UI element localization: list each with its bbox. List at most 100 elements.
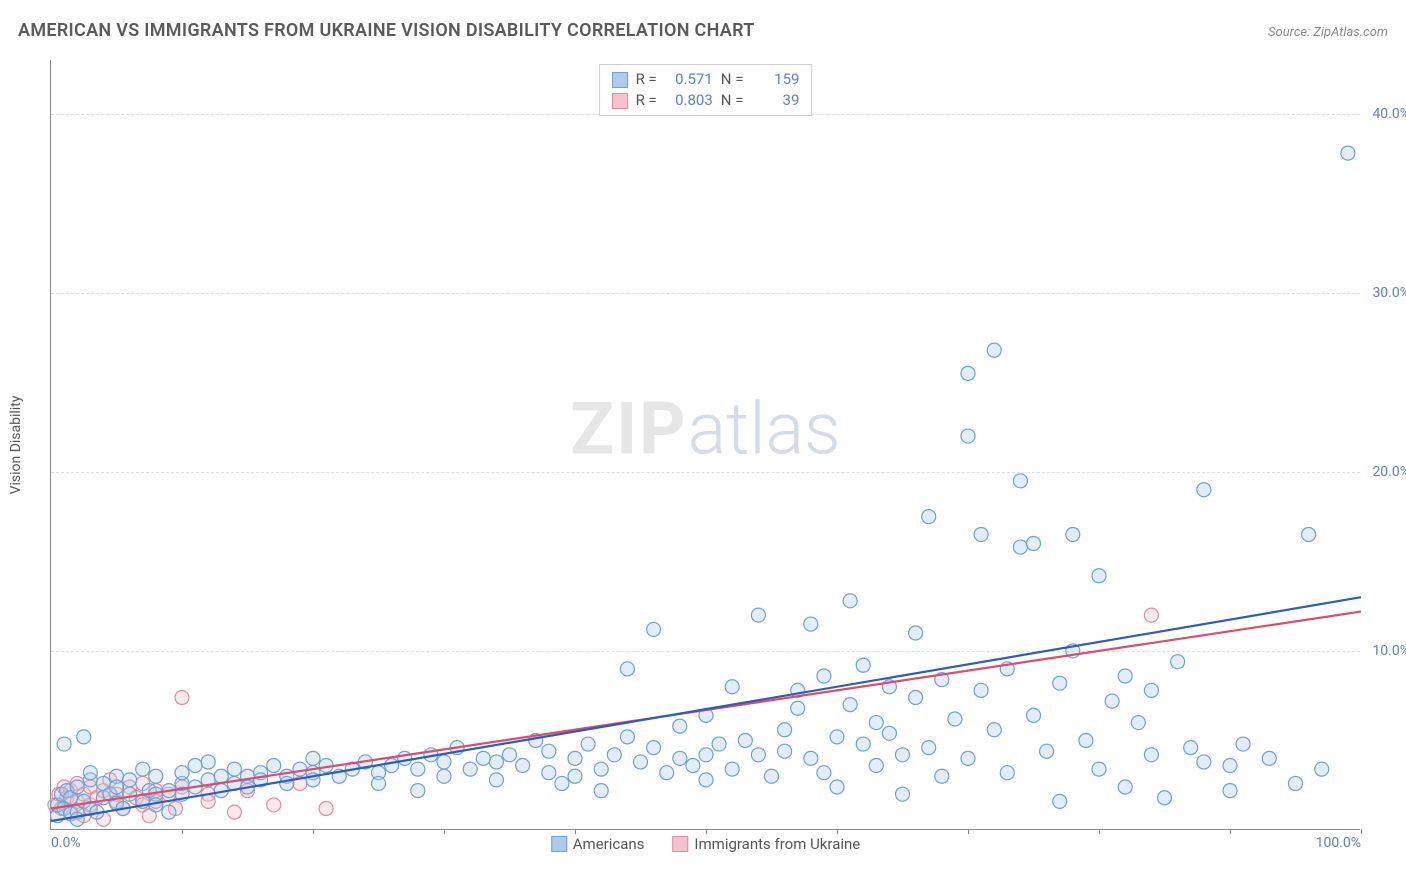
stats-legend-box: R = 0.571 N = 159 R = 0.803 N = 39 (599, 64, 813, 116)
scatter-point-americans (70, 812, 84, 826)
scatter-point-americans (594, 762, 608, 776)
scatter-point-americans (961, 751, 975, 765)
x-tick-mark (706, 829, 707, 834)
scatter-point-americans (699, 773, 713, 787)
scatter-point-americans (1223, 784, 1237, 798)
scatter-point-americans (882, 726, 896, 740)
scatter-point-americans (1223, 759, 1237, 773)
scatter-point-immigrants (267, 798, 281, 812)
scatter-point-americans (1262, 751, 1276, 765)
x-tick-mark (575, 829, 576, 834)
scatter-point-americans (1066, 528, 1080, 542)
scatter-point-americans (974, 528, 988, 542)
scatter-point-americans (1079, 733, 1093, 747)
r-value-americans: 0.571 (665, 69, 713, 90)
scatter-point-americans (1105, 694, 1119, 708)
scatter-point-americans (909, 626, 923, 640)
scatter-point-americans (568, 751, 582, 765)
scatter-point-americans (57, 737, 71, 751)
x-tick-mark (1099, 829, 1100, 834)
scatter-point-americans (987, 723, 1001, 737)
scatter-point-americans (765, 769, 779, 783)
scatter-point-americans (699, 748, 713, 762)
swatch-immigrants-icon (672, 836, 688, 852)
scatter-point-americans (1289, 776, 1303, 790)
scatter-point-immigrants (319, 802, 333, 816)
scatter-point-americans (123, 773, 137, 787)
scatter-point-americans (581, 737, 595, 751)
scatter-point-americans (948, 712, 962, 726)
scatter-point-americans (751, 748, 765, 762)
scatter-point-americans (738, 733, 752, 747)
scatter-point-americans (489, 755, 503, 769)
scatter-point-americans (843, 698, 857, 712)
scatter-point-americans (974, 683, 988, 697)
scatter-point-americans (869, 759, 883, 773)
scatter-point-americans (620, 730, 634, 744)
scatter-point-americans (1315, 762, 1329, 776)
scatter-point-americans (1053, 794, 1067, 808)
scatter-point-americans (751, 608, 765, 622)
n-value-americans: 159 (751, 69, 799, 90)
scatter-point-americans (1131, 716, 1145, 730)
scatter-point-americans (1184, 741, 1198, 755)
y-tick-label: 10.0% (1365, 643, 1406, 659)
n-value-immigrants: 39 (751, 90, 799, 111)
scatter-point-americans (1092, 762, 1106, 776)
scatter-point-americans (1236, 737, 1250, 751)
scatter-point-americans (201, 755, 215, 769)
scatter-point-americans (1171, 655, 1185, 669)
scatter-point-americans (280, 776, 294, 790)
scatter-point-americans (1302, 528, 1316, 542)
scatter-point-americans (542, 744, 556, 758)
scatter-point-americans (660, 766, 674, 780)
scatter-point-americans (1341, 146, 1355, 160)
scatter-point-americans (1158, 791, 1172, 805)
scatter-point-americans (1197, 755, 1211, 769)
n-label: N = (721, 90, 744, 111)
scatter-point-americans (70, 780, 84, 794)
x-tick-label: 100.0% (1316, 835, 1361, 851)
stats-row-americans: R = 0.571 N = 159 (612, 69, 800, 90)
scatter-point-americans (398, 751, 412, 765)
x-tick-mark (1361, 829, 1362, 834)
scatter-point-americans (516, 759, 530, 773)
scatter-point-americans (476, 751, 490, 765)
r-label: R = (636, 90, 657, 111)
scatter-point-americans (149, 769, 163, 783)
scatter-point-americans (411, 762, 425, 776)
scatter-point-americans (1118, 669, 1132, 683)
scatter-point-americans (1092, 569, 1106, 583)
scatter-point-americans (123, 787, 137, 801)
scatter-point-americans (1144, 748, 1158, 762)
scatter-point-immigrants (1144, 608, 1158, 622)
scatter-point-americans (620, 662, 634, 676)
scatter-point-americans (909, 690, 923, 704)
scatter-point-americans (804, 617, 818, 631)
scatter-point-americans (961, 366, 975, 380)
chart-plot-area: Vision Disability ZIPatlas 10.0%20.0%30.… (50, 60, 1360, 830)
scatter-point-americans (673, 751, 687, 765)
scatter-point-americans (385, 759, 399, 773)
scatter-point-americans (791, 701, 805, 715)
scatter-point-americans (830, 730, 844, 744)
scatter-point-immigrants (175, 690, 189, 704)
legend-item-americans: Americans (551, 835, 645, 853)
scatter-point-americans (437, 769, 451, 783)
scatter-point-americans (1013, 474, 1027, 488)
scatter-point-americans (162, 805, 176, 819)
r-label: R = (636, 69, 657, 90)
x-tick-mark (313, 829, 314, 834)
scatter-point-americans (1000, 766, 1014, 780)
y-tick-label: 40.0% (1365, 106, 1406, 122)
legend-label-immigrants: Immigrants from Ukraine (694, 835, 860, 853)
scatter-point-americans (686, 759, 700, 773)
scatter-point-americans (778, 723, 792, 737)
y-axis-title: Vision Disability (8, 395, 24, 494)
scatter-point-americans (542, 766, 556, 780)
stats-row-immigrants: R = 0.803 N = 39 (612, 90, 800, 111)
scatter-point-americans (725, 680, 739, 694)
scatter-point-immigrants (227, 805, 241, 819)
scatter-point-americans (1027, 536, 1041, 550)
swatch-immigrants (612, 93, 628, 109)
